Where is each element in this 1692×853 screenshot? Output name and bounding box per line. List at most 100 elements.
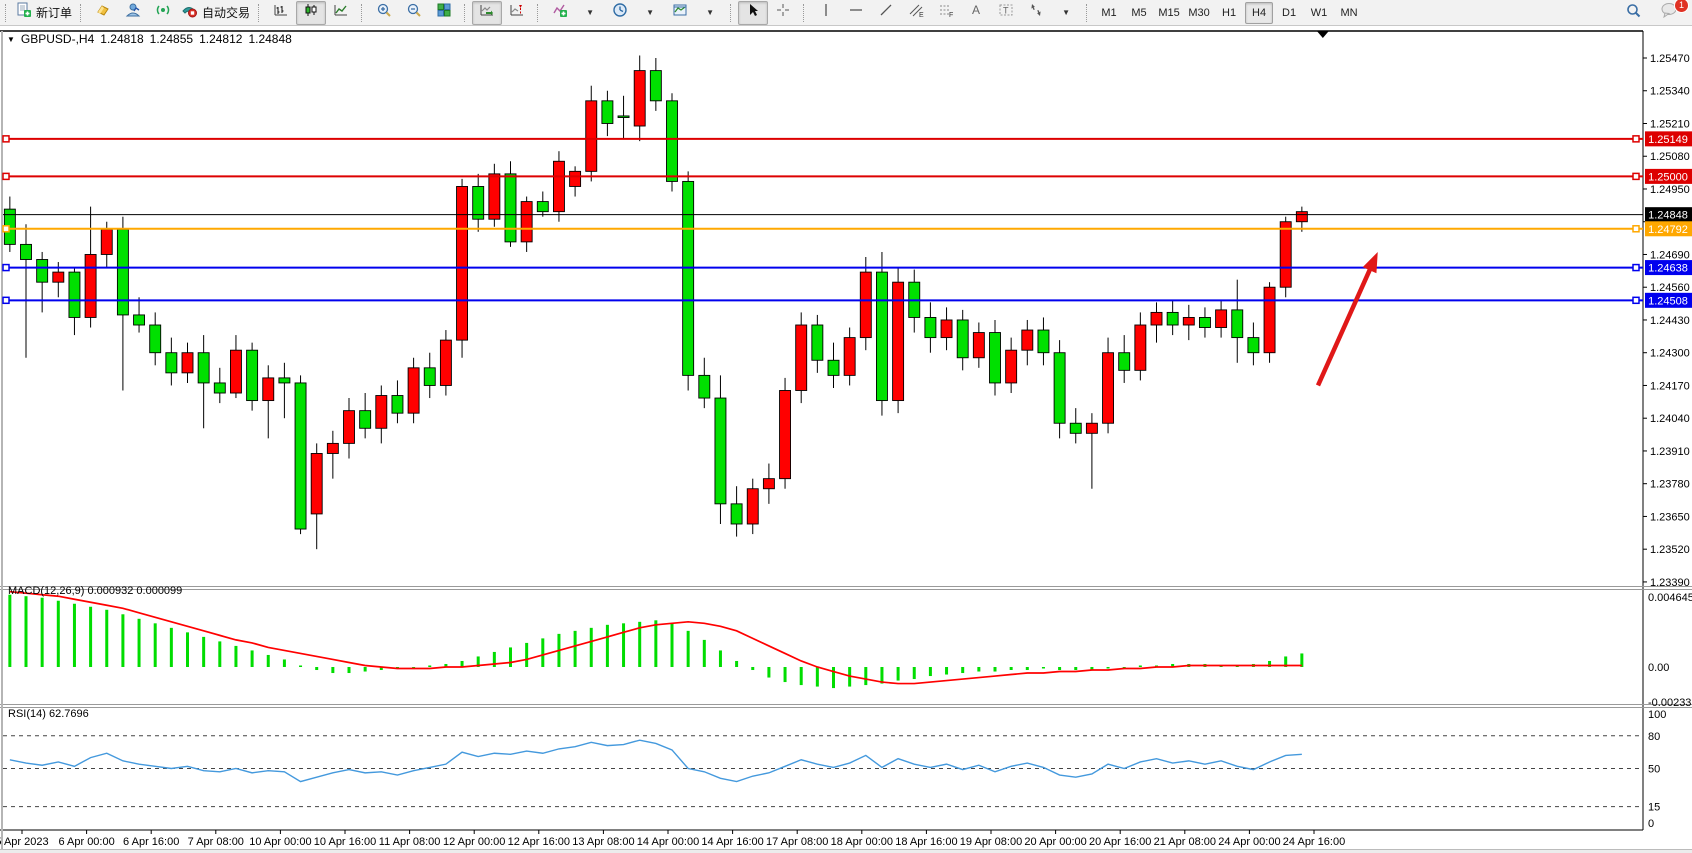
timeframe-m1[interactable]: M1 (1101, 6, 1117, 19)
svg-text:1.23650: 1.23650 (1650, 511, 1690, 523)
svg-text:1.24690: 1.24690 (1650, 249, 1690, 261)
horizontal-line-icon (848, 2, 864, 23)
candlestick-chart-button[interactable] (296, 0, 327, 25)
svg-text:18 Apr 00:00: 18 Apr 00:00 (831, 836, 893, 848)
channel-icon: E (908, 2, 925, 23)
svg-text:13 Apr 08:00: 13 Apr 08:00 (572, 836, 634, 848)
status-strip (0, 849, 1692, 853)
cursor-button[interactable] (738, 0, 769, 25)
toolbar-grip (464, 3, 468, 22)
timeframe-h1[interactable]: H1 (1222, 6, 1237, 19)
svg-text:1.24560: 1.24560 (1650, 282, 1690, 294)
text-icon: A (969, 2, 983, 23)
svg-text:F: F (949, 12, 953, 18)
text-button[interactable]: A (961, 1, 991, 25)
svg-text:20 Apr 00:00: 20 Apr 00:00 (1024, 836, 1086, 848)
timeframe-d1[interactable]: D1 (1282, 6, 1297, 19)
svg-text:12 Apr 16:00: 12 Apr 16:00 (508, 836, 570, 848)
indicators-dropdown[interactable]: ▼ (575, 1, 605, 25)
toolbar-grip (537, 3, 541, 22)
templates-dropdown[interactable]: ▼ (695, 1, 725, 25)
autotrading-button[interactable]: 自动交易 (178, 1, 253, 25)
arrows-dropdown[interactable]: ▼ (1051, 1, 1081, 25)
publisher-icon (125, 2, 141, 23)
search-icon (1625, 2, 1642, 24)
toolbar-grip (730, 3, 734, 22)
svg-text:1.25149: 1.25149 (1648, 134, 1688, 146)
svg-text:11 Apr 08:00: 11 Apr 08:00 (379, 836, 441, 848)
notifications-button[interactable]: 1 (1654, 0, 1689, 25)
line-chart-button[interactable] (326, 1, 356, 25)
tile-windows-button[interactable] (429, 1, 459, 25)
trendline-button[interactable] (871, 1, 901, 25)
templates-button[interactable] (665, 1, 695, 25)
toolbar: 新订单 自动交易 (0, 0, 1692, 26)
timeframe-w1[interactable]: W1 (1310, 6, 1328, 19)
timeframe-h4[interactable]: H4 (1245, 1, 1274, 24)
svg-text:A: A (972, 3, 980, 17)
chart-shift-button[interactable] (502, 1, 532, 25)
svg-text:1.25470: 1.25470 (1650, 53, 1690, 65)
bar-chart-icon (273, 2, 289, 23)
svg-text:1.24792: 1.24792 (1648, 224, 1688, 236)
zoom-out-button[interactable] (399, 1, 429, 25)
ohlc-open: 1.24818 (100, 32, 144, 46)
svg-text:6 Apr 16:00: 6 Apr 16:00 (123, 836, 179, 848)
rsi-label: RSI(14) 62.7696 (8, 708, 89, 720)
chart-title: ▼ GBPUSD-,H4 1.24818 1.24855 1.24812 1.2… (7, 32, 298, 46)
chart-canvas[interactable]: 1.25470 1.25340 1.25210 1.25080 1.24950 1.248… (0, 26, 1692, 853)
svg-text:0.004645: 0.004645 (1648, 592, 1692, 604)
search-button[interactable] (1618, 1, 1648, 25)
svg-text:1.25000: 1.25000 (1648, 171, 1688, 183)
symbol-label: GBPUSD-,H4 (20, 32, 95, 46)
svg-text:1.24848: 1.24848 (1648, 210, 1688, 222)
svg-text:1.23390: 1.23390 (1650, 577, 1690, 589)
crosshair-button[interactable] (768, 1, 798, 25)
periods-icon (612, 2, 628, 23)
bar-chart-button[interactable] (266, 1, 296, 25)
svg-text:1.24170: 1.24170 (1650, 380, 1690, 392)
horizontal-line-button[interactable] (841, 1, 871, 25)
text-label-button[interactable]: T (991, 1, 1021, 25)
new-order-button[interactable]: 新订单 (13, 1, 75, 25)
autotrading-label: 自动交易 (202, 6, 251, 20)
publisher-button[interactable] (118, 1, 148, 25)
svg-text:E: E (919, 12, 924, 18)
svg-text:1.23520: 1.23520 (1650, 544, 1690, 556)
periods-dropdown[interactable]: ▼ (635, 1, 665, 25)
toolbar-grip (80, 3, 84, 22)
fibonacci-icon: F (938, 2, 955, 23)
zoom-in-button[interactable] (369, 1, 399, 25)
toolbar-right: 1 (1618, 0, 1692, 25)
arrows-icon (1028, 2, 1044, 23)
svg-text:0.00: 0.00 (1648, 662, 1669, 674)
channel-button[interactable]: E (901, 1, 931, 25)
svg-text:1.25210: 1.25210 (1650, 118, 1690, 130)
vertical-line-icon (819, 2, 833, 23)
timeframe-m30[interactable]: M30 (1188, 6, 1210, 19)
indicators-button[interactable] (545, 1, 575, 25)
svg-text:T: T (1003, 6, 1009, 16)
symbol-list-caret[interactable]: ▼ (7, 34, 15, 44)
svg-text:1.24950: 1.24950 (1650, 184, 1690, 196)
vertical-line-button[interactable] (811, 1, 841, 25)
arrows-button[interactable] (1021, 1, 1051, 25)
auto-scroll-button[interactable] (472, 0, 503, 25)
timeframe-mn[interactable]: MN (1340, 6, 1358, 19)
svg-text:14 Apr 16:00: 14 Apr 16:00 (701, 836, 763, 848)
svg-text:1.25340: 1.25340 (1650, 86, 1690, 98)
periods-button[interactable] (605, 1, 635, 25)
toolbar-grip (258, 3, 262, 22)
auto-scroll-icon (479, 2, 495, 23)
svg-text:17 Apr 08:00: 17 Apr 08:00 (766, 836, 828, 848)
timeframe-m15[interactable]: M15 (1158, 6, 1180, 19)
signals-button[interactable] (148, 1, 178, 25)
svg-text:-0.00233: -0.00233 (1648, 697, 1691, 709)
market-watch-icon (95, 2, 111, 23)
svg-text:1.23910: 1.23910 (1650, 446, 1690, 458)
toolbar-grip (803, 3, 807, 22)
svg-text:100: 100 (1648, 709, 1666, 721)
fibonacci-button[interactable]: F (931, 1, 961, 25)
timeframe-m5[interactable]: M5 (1131, 6, 1147, 19)
market-watch-button[interactable] (88, 1, 118, 25)
